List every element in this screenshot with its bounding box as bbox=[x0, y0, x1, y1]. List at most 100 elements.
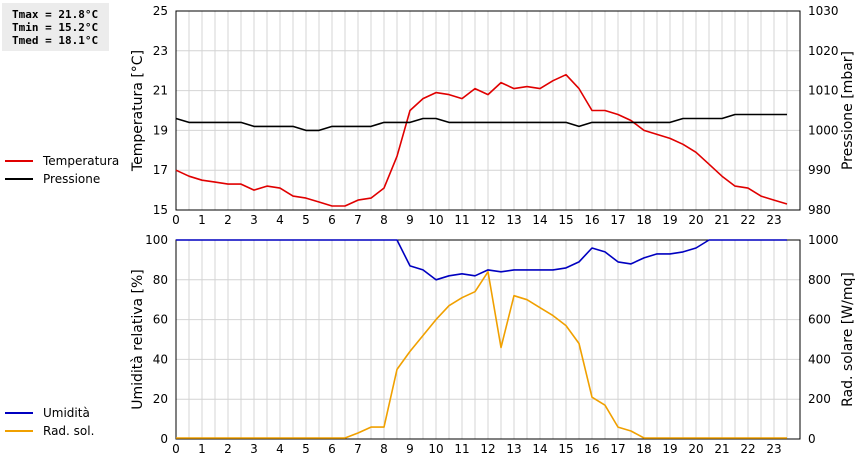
x-tick-label-1: 2 bbox=[224, 442, 232, 456]
x-tick-label-0: 2 bbox=[224, 213, 232, 227]
y-left-tick-label-1: 60 bbox=[153, 313, 168, 327]
series-line-pressione bbox=[175, 113, 787, 132]
y-right-tick-label-0: 980 bbox=[808, 203, 831, 217]
x-tick-label-1: 8 bbox=[380, 442, 388, 456]
x-tick-label-0: 9 bbox=[406, 213, 414, 227]
y-left-tick-label-0: 15 bbox=[153, 203, 168, 217]
y-right-tick-label-0: 1030 bbox=[808, 4, 839, 18]
legend-item-temperatura: Temperatura bbox=[5, 152, 119, 170]
legend-label-radsol: Rad. sol. bbox=[43, 424, 95, 438]
x-tick-label-0: 10 bbox=[428, 213, 443, 227]
legend-label-temperatura: Temperatura bbox=[43, 154, 120, 168]
x-tick-label-1: 16 bbox=[584, 442, 599, 456]
x-tick-label-0: 13 bbox=[506, 213, 521, 227]
x-tick-label-0: 20 bbox=[688, 213, 703, 227]
x-tick-label-0: 18 bbox=[636, 213, 651, 227]
x-tick-label-1: 18 bbox=[636, 442, 651, 456]
legend-label-pressione: Pressione bbox=[43, 172, 101, 186]
y-right-tick-label-0: 1020 bbox=[808, 44, 839, 58]
y-right-tick-label-0: 1010 bbox=[808, 84, 839, 98]
x-tick-label-1: 17 bbox=[610, 442, 625, 456]
x-tick-label-0: 6 bbox=[328, 213, 336, 227]
x-tick-label-0: 4 bbox=[276, 213, 284, 227]
stat-tmin: Tmin = 15.2°C bbox=[12, 21, 99, 34]
series-line-temperatura bbox=[175, 73, 788, 207]
x-tick-label-0: 23 bbox=[766, 213, 781, 227]
x-tick-label-1: 20 bbox=[688, 442, 703, 456]
y-left-tick-label-0: 17 bbox=[153, 163, 168, 177]
legend-swatch-umidita bbox=[5, 412, 33, 414]
legend-swatch-radsol bbox=[5, 430, 33, 432]
legend-swatch-pressione bbox=[5, 178, 33, 180]
x-tick-label-0: 17 bbox=[610, 213, 625, 227]
x-tick-label-0: 11 bbox=[454, 213, 469, 227]
y-right-tick-label-0: 1000 bbox=[808, 123, 839, 137]
legend-top: Temperatura Pressione bbox=[5, 152, 119, 188]
y-right-tick-label-1: 0 bbox=[808, 432, 816, 446]
y-right-axis-title-0: Pressione [mbar] bbox=[840, 51, 856, 170]
x-tick-label-0: 16 bbox=[584, 213, 599, 227]
x-tick-label-0: 21 bbox=[714, 213, 729, 227]
x-tick-label-1: 6 bbox=[328, 442, 336, 456]
y-left-tick-label-0: 21 bbox=[153, 84, 168, 98]
y-right-tick-label-1: 800 bbox=[808, 273, 831, 287]
y-right-tick-label-1: 1000 bbox=[808, 233, 839, 247]
series-line-rad-sol- bbox=[176, 270, 787, 439]
x-tick-label-0: 12 bbox=[480, 213, 495, 227]
x-tick-label-0: 0 bbox=[172, 213, 180, 227]
x-tick-label-1: 11 bbox=[454, 442, 469, 456]
y-right-tick-label-1: 400 bbox=[808, 352, 831, 366]
legend-item-pressione: Pressione bbox=[5, 170, 119, 188]
x-tick-label-1: 10 bbox=[428, 442, 443, 456]
y-right-tick-label-1: 200 bbox=[808, 392, 831, 406]
x-tick-label-0: 22 bbox=[740, 213, 755, 227]
y-left-tick-label-0: 19 bbox=[153, 123, 168, 137]
series-line-umidit- bbox=[176, 239, 787, 281]
y-right-tick-label-1: 600 bbox=[808, 313, 831, 327]
x-tick-label-0: 1 bbox=[198, 213, 206, 227]
x-tick-label-1: 0 bbox=[172, 442, 180, 456]
x-tick-label-0: 7 bbox=[354, 213, 362, 227]
y-left-tick-label-0: 25 bbox=[153, 4, 168, 18]
y-left-tick-label-0: 23 bbox=[153, 44, 168, 58]
stat-tmed: Tmed = 18.1°C bbox=[12, 34, 99, 47]
x-tick-label-1: 5 bbox=[302, 442, 310, 456]
x-tick-label-0: 14 bbox=[532, 213, 547, 227]
y-right-axis-title-1: Rad. solare [W/mq] bbox=[840, 272, 856, 407]
x-tick-label-1: 1 bbox=[198, 442, 206, 456]
y-left-axis-title-0: Temperatura [°C] bbox=[130, 50, 146, 172]
x-tick-label-0: 3 bbox=[250, 213, 258, 227]
x-tick-label-1: 13 bbox=[506, 442, 521, 456]
x-tick-label-0: 8 bbox=[380, 213, 388, 227]
stats-box: Tmax = 21.8°C Tmin = 15.2°C Tmed = 18.1°… bbox=[2, 3, 109, 51]
plot-frame-1 bbox=[175, 239, 801, 440]
legend-item-radsol: Rad. sol. bbox=[5, 422, 145, 440]
legend-swatch-temperatura bbox=[5, 160, 33, 162]
x-tick-label-1: 21 bbox=[714, 442, 729, 456]
legend-item-umidita: Umidità bbox=[5, 404, 145, 422]
y-left-tick-label-1: 0 bbox=[160, 432, 168, 446]
x-tick-label-0: 15 bbox=[558, 213, 573, 227]
legend-label-umidita: Umidità bbox=[43, 406, 90, 420]
x-tick-label-0: 5 bbox=[302, 213, 310, 227]
x-tick-label-1: 4 bbox=[276, 442, 284, 456]
x-tick-label-0: 19 bbox=[662, 213, 677, 227]
y-right-tick-label-0: 990 bbox=[808, 163, 831, 177]
plot-frame-0 bbox=[175, 10, 801, 211]
x-tick-label-1: 12 bbox=[480, 442, 495, 456]
x-tick-label-1: 23 bbox=[766, 442, 781, 456]
x-tick-label-1: 15 bbox=[558, 442, 573, 456]
y-left-tick-label-1: 40 bbox=[153, 352, 168, 366]
stat-tmax: Tmax = 21.8°C bbox=[12, 8, 99, 21]
x-tick-label-1: 22 bbox=[740, 442, 755, 456]
y-left-tick-label-1: 20 bbox=[153, 392, 168, 406]
y-left-tick-label-1: 80 bbox=[153, 273, 168, 287]
x-tick-label-1: 7 bbox=[354, 442, 362, 456]
x-tick-label-1: 19 bbox=[662, 442, 677, 456]
x-tick-label-1: 9 bbox=[406, 442, 414, 456]
y-left-tick-label-1: 100 bbox=[145, 233, 168, 247]
x-tick-label-1: 14 bbox=[532, 442, 547, 456]
y-left-axis-title-1: Umidità relativa [%] bbox=[130, 269, 146, 410]
x-tick-label-1: 3 bbox=[250, 442, 258, 456]
